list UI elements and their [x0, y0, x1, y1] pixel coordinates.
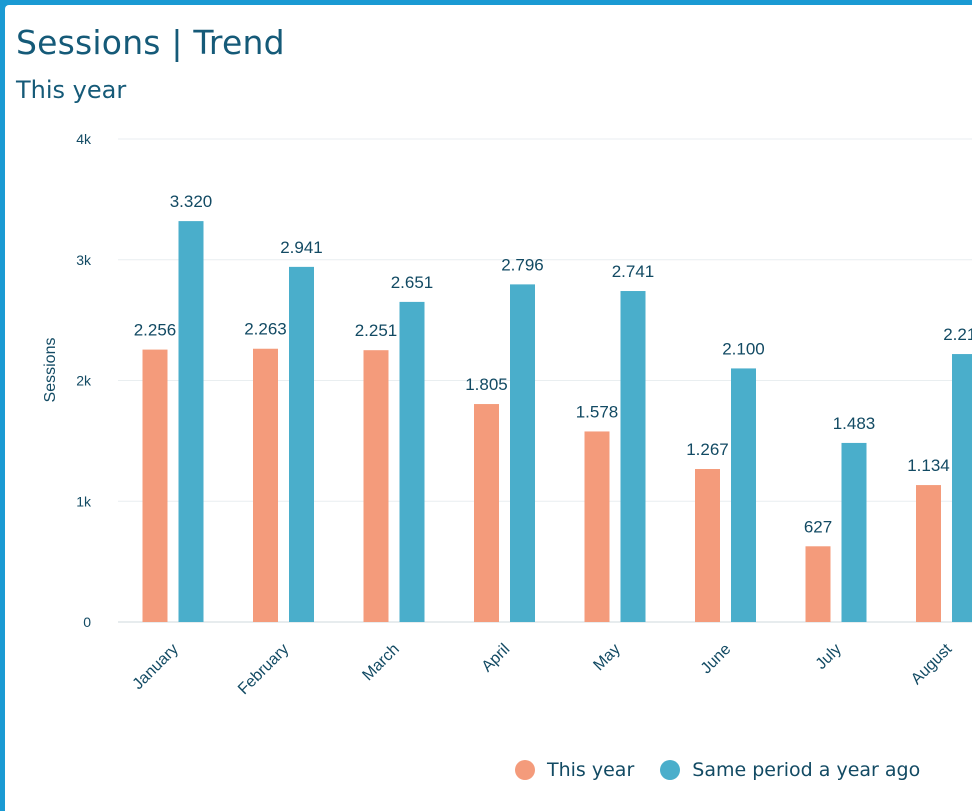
data-label: 2.651	[391, 273, 434, 292]
x-tick-label: July	[813, 641, 845, 673]
bar-this-year	[584, 431, 610, 622]
data-label: 2.796	[501, 255, 544, 274]
x-tick-label: April	[479, 641, 514, 676]
bar-previous-year	[510, 284, 535, 622]
chart-subtitle: This year	[16, 76, 127, 104]
legend-label-this-year: This year	[547, 759, 635, 781]
y-tick-label: 2k	[76, 373, 92, 389]
legend-label-previous-year: Same period a year ago	[692, 759, 921, 781]
data-label: 1.578	[576, 402, 619, 421]
x-tick-label: June	[698, 641, 735, 678]
y-tick-label: 4k	[76, 131, 92, 147]
data-label: 2.219	[943, 325, 972, 344]
data-label: 2.256	[134, 321, 177, 340]
data-label: 2.263	[244, 320, 287, 339]
bar-this-year	[695, 469, 720, 622]
x-tick-label: May	[590, 641, 623, 674]
bar-this-year	[363, 350, 389, 622]
bar-this-year	[142, 349, 168, 622]
legend-item-this-year[interactable]: This year	[515, 759, 634, 781]
chart-title: Sessions | Trend	[16, 23, 285, 62]
bar-previous-year	[620, 291, 646, 622]
bar-chart: 0 1k 2k 3k 4k Sessions 2.256 3.320 January 2.263 2…	[42, 131, 972, 698]
bar-previous-year	[178, 221, 204, 623]
x-tick-label: February	[235, 641, 292, 698]
bar-this-year	[474, 404, 499, 622]
data-label: 1.267	[686, 440, 729, 459]
data-label: 2.251	[355, 321, 398, 340]
data-label: 2.941	[280, 238, 323, 257]
chart-card: Sessions | Trend This year 0 1k 2k 3k 4k Sess…	[5, 5, 972, 811]
data-label: 2.741	[612, 262, 655, 281]
data-label: 1.805	[465, 375, 508, 394]
legend-item-previous-year[interactable]: Same period a year ago	[660, 759, 920, 781]
y-tick-label: 0	[83, 614, 91, 630]
data-label: 3.320	[170, 192, 213, 211]
bar-this-year	[916, 485, 941, 622]
x-tick-label: March	[359, 641, 402, 684]
bar-previous-year	[289, 266, 314, 622]
legend-swatch-previous-year	[660, 760, 681, 780]
y-tick-label: 1k	[76, 493, 92, 509]
data-label: 1.134	[907, 456, 950, 475]
bar-previous-year	[841, 442, 867, 622]
data-label: 1.483	[833, 414, 876, 433]
x-tick-label: August	[908, 640, 956, 688]
legend: This year Same period a year ago	[515, 759, 946, 781]
bar-previous-year	[399, 301, 425, 622]
data-label: 627	[804, 517, 832, 536]
bar-previous-year	[731, 368, 756, 622]
y-tick-label: 3k	[76, 252, 92, 268]
bar-this-year	[805, 546, 831, 622]
bar-this-year	[253, 348, 278, 622]
data-label: 2.100	[722, 339, 765, 358]
bar-previous-year	[952, 354, 972, 622]
x-tick-label: January	[130, 641, 182, 693]
legend-swatch-this-year	[515, 760, 535, 780]
y-axis-title: Sessions	[42, 338, 59, 403]
